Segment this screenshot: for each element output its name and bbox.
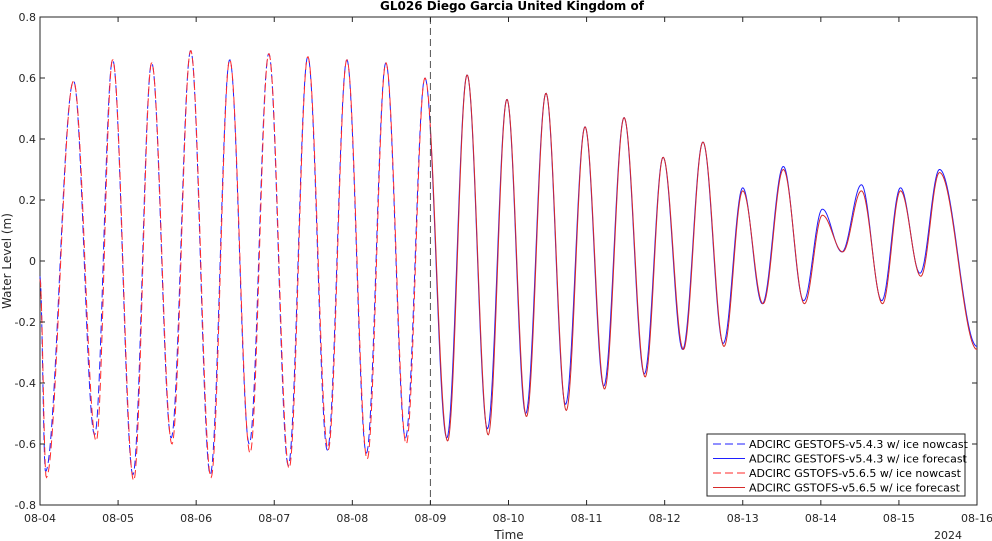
- y-tick-label: -0.4: [15, 377, 36, 390]
- y-axis-label: Water Level (m): [0, 213, 14, 309]
- x-tick-label: 08-05: [102, 512, 134, 525]
- x-tick-label: 08-09: [414, 512, 446, 525]
- legend-label-4: ADCIRC GSTOFS-v5.6.5 w/ ice forecast: [749, 482, 961, 495]
- x-tick-label: 08-08: [336, 512, 368, 525]
- legend-label-3: ADCIRC GSTOFS-v5.6.5 w/ ice nowcast: [749, 467, 962, 480]
- series-layer: [39, 50, 978, 482]
- legend-box: [706, 433, 966, 497]
- y-tick-label: 0.4: [19, 133, 37, 146]
- x-axis: 08-04 08-05 08-06 08-07 08-08 08-09 08-10 08-11…: [24, 17, 992, 525]
- x-tick-label: 08-07: [258, 512, 290, 525]
- plot-frame: [39, 16, 978, 506]
- x-tick-label: 08-13: [727, 512, 759, 525]
- x-tick-label: 08-11: [571, 512, 603, 525]
- x-tick-label: 08-16: [961, 512, 992, 525]
- legend-label-1: ADCIRC GESTOFS-v5.4.3 w/ ice nowcast: [749, 438, 969, 451]
- y-tick-label: 0.6: [19, 72, 37, 85]
- x-tick-label: 08-04: [24, 512, 56, 525]
- y-tick-label: 0.8: [19, 11, 37, 24]
- series-line-4: [429, 74, 978, 442]
- x-tick-label: 08-06: [180, 512, 212, 525]
- y-axis: -0.8 -0.6 -0.4 -0.2 0 0.2 0.4 0.6 0.8: [15, 11, 977, 512]
- legend-label-2: ADCIRC GESTOFS-v5.4.3 w/ ice forecast: [749, 453, 968, 466]
- x-axis-label: Time: [493, 528, 523, 541]
- series-line-1: [39, 50, 431, 476]
- series-line-3: [39, 50, 431, 482]
- chart-title: GL026 Diego Garcia United Kingdom of: [380, 0, 645, 13]
- plot-area: [39, 16, 978, 506]
- x-tick-label: 08-15: [883, 512, 915, 525]
- legend: ADCIRC GESTOFS-v5.4.3 w/ ice nowcast ADCI…: [706, 433, 969, 497]
- y-tick-label: -0.8: [15, 499, 36, 512]
- x-year-label: 2024: [934, 529, 962, 541]
- y-tick-label: -0.6: [15, 438, 36, 451]
- y-tick-label: 0: [29, 255, 36, 268]
- x-tick-label: 08-10: [493, 512, 525, 525]
- x-tick-label: 08-12: [649, 512, 681, 525]
- y-tick-label: 0.2: [19, 194, 37, 207]
- y-tick-label: -0.2: [15, 316, 36, 329]
- x-tick-label: 08-14: [805, 512, 837, 525]
